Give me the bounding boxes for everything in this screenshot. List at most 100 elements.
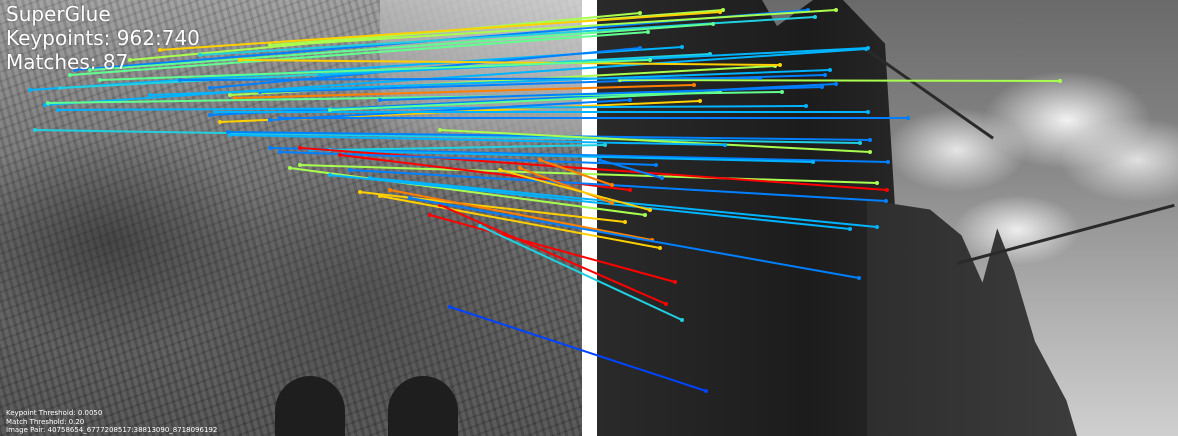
match-threshold-label: Match Threshold: 0.20 <box>6 417 85 426</box>
keypoint-dot <box>858 141 862 145</box>
keypoint-dot <box>288 166 292 170</box>
match-line <box>99 59 651 81</box>
image-pair-label: Image Pair: 40758654_6777208517:38813090… <box>6 426 218 434</box>
keypoint-dot <box>178 78 182 82</box>
keypoint-dot <box>218 120 222 124</box>
keypoint-dot <box>208 86 212 90</box>
keypoint-dot <box>438 128 442 132</box>
match-line <box>159 11 721 51</box>
keypoint-dot <box>198 53 202 57</box>
keypoint-dot <box>704 389 708 393</box>
keypoint-dot <box>338 153 342 157</box>
keypoint-dot <box>813 15 817 19</box>
keypoint-dot <box>723 143 727 147</box>
keypoint-dot <box>660 176 664 180</box>
keypoint-dot <box>598 158 602 162</box>
match-line <box>234 84 695 99</box>
keypoint-dot <box>238 58 242 62</box>
keypoint-dot <box>698 99 702 103</box>
match-line <box>539 159 613 186</box>
keypoint-dot <box>758 76 762 80</box>
keypoint-dot <box>643 213 647 217</box>
keypoint-dot <box>28 88 32 92</box>
keypoint-dot <box>283 43 287 47</box>
match-line <box>329 144 606 151</box>
keypoint-dot <box>721 8 725 12</box>
match-line <box>449 306 707 392</box>
match-line <box>269 147 889 163</box>
match-line <box>379 86 823 101</box>
keypoint-dot <box>278 150 282 154</box>
keypoint-dot <box>228 133 232 137</box>
keypoint-dot <box>378 98 382 102</box>
keypoint-dot <box>498 168 502 172</box>
keypoint-dot <box>868 138 872 142</box>
keypoint-dot <box>428 213 432 217</box>
match-line <box>429 214 676 283</box>
keypoint-dot <box>518 166 522 170</box>
keypoint-dot <box>711 22 715 26</box>
keypoint-dot <box>866 110 870 114</box>
keypoint-dot <box>628 188 632 192</box>
match-line <box>299 147 888 191</box>
keypoint-dot <box>98 78 102 82</box>
keypoint-dot <box>664 302 668 306</box>
keypoint-dot <box>268 118 272 122</box>
match-line <box>199 16 816 56</box>
keypoint-dot <box>884 199 888 203</box>
keypoint-dot <box>328 173 332 177</box>
keypoint-dot <box>208 113 212 117</box>
keypoint-dot <box>603 143 607 147</box>
keypoint-dot <box>906 116 910 120</box>
keypoint-dot <box>298 146 302 150</box>
match-line <box>439 129 871 153</box>
keypoint-dot <box>478 224 482 228</box>
keypoint-dot <box>658 246 662 250</box>
keypoint-dot <box>692 83 696 87</box>
match-line <box>69 31 649 76</box>
keypoint-dot <box>866 46 870 50</box>
match-line <box>129 12 641 61</box>
match-line <box>269 99 631 121</box>
keypoint-dot <box>68 73 72 77</box>
match-line <box>179 77 761 81</box>
keypoint-dot <box>868 150 872 154</box>
keypoint-dot <box>680 318 684 322</box>
keypoint-dot <box>58 86 62 90</box>
match-line <box>299 164 878 184</box>
keypoint-dot <box>610 201 614 205</box>
keypoint-dot <box>1058 79 1062 83</box>
footer-info: Keypoint Threshold: 0.0050 Match Thresho… <box>6 409 217 435</box>
match-line <box>389 189 653 241</box>
keypoint-dot <box>56 108 60 112</box>
keypoint-dot <box>823 73 827 77</box>
match-line <box>379 195 661 249</box>
keypoint-dot <box>828 68 832 72</box>
keypoint-dot <box>638 46 642 50</box>
match-line <box>309 149 814 163</box>
match-line <box>279 151 657 166</box>
keypoint-dot <box>718 10 722 14</box>
keypoint-dot <box>33 128 37 132</box>
matches-label: Matches: 87 <box>6 50 129 74</box>
keypoint-dot <box>628 98 632 102</box>
keypoint-dot <box>228 93 232 97</box>
keypoint-dot <box>654 163 658 167</box>
keypoint-dot <box>623 220 627 224</box>
keypoint-dot <box>46 101 50 105</box>
match-line <box>34 129 861 144</box>
info-overlay: SuperGlue Keypoints: 962:740 Matches: 87 <box>6 2 200 74</box>
match-line <box>359 191 626 223</box>
keypoint-dot <box>780 90 784 94</box>
keypoint-dot <box>448 305 452 309</box>
keypoint-dot <box>378 194 382 198</box>
keypoint-dot <box>886 160 890 164</box>
match-line <box>329 91 721 111</box>
keypoint-threshold-label: Keypoint Threshold: 0.0050 <box>6 409 103 417</box>
match-line <box>284 9 837 46</box>
keypoint-dot <box>610 183 614 187</box>
match-line <box>519 167 613 204</box>
keypoint-dot <box>298 163 302 167</box>
left-doorway <box>388 376 458 436</box>
keypoint-dot <box>648 58 652 62</box>
